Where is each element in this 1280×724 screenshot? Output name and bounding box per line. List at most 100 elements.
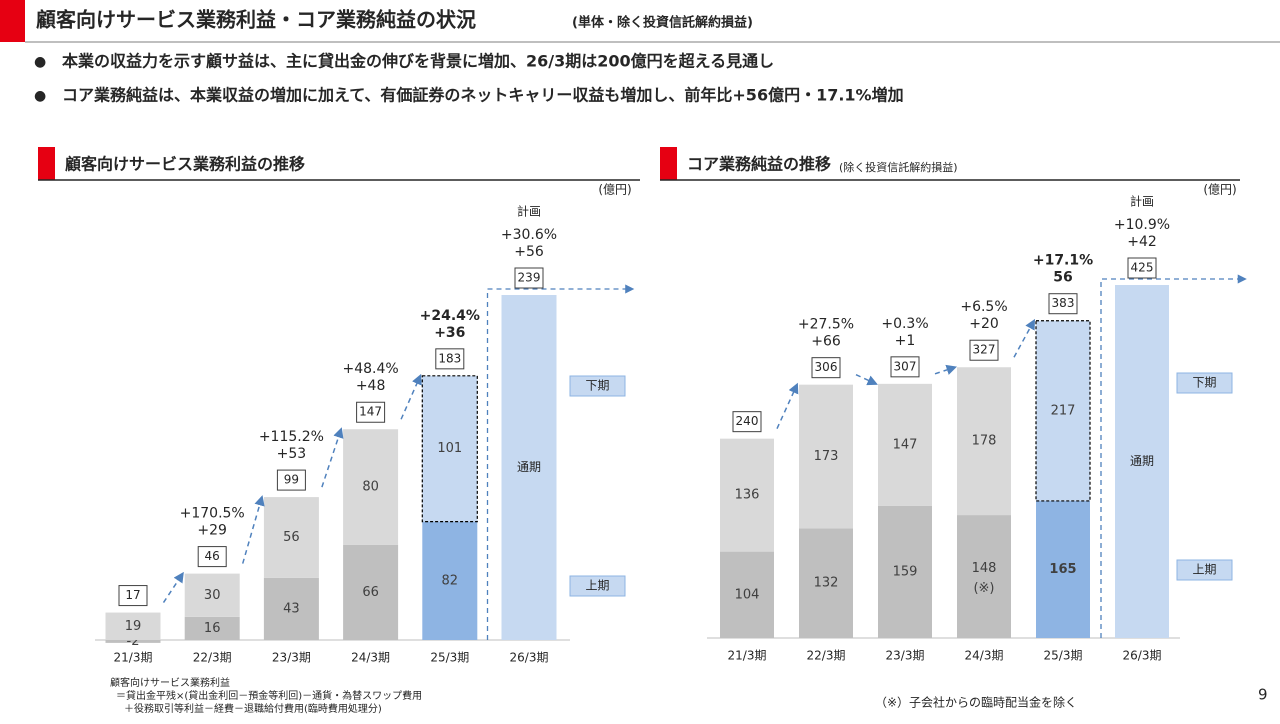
total-label: 46	[205, 549, 220, 563]
segment-label: 16	[204, 621, 221, 636]
total-box	[811, 357, 841, 379]
segment-label: 159	[893, 564, 918, 579]
growth-arrow	[400, 373, 422, 420]
growth-label: +6.5%	[960, 299, 1007, 315]
segment-label: 165	[1049, 562, 1076, 577]
growth-label: +48.4%	[342, 361, 398, 377]
plan-label: 計画	[1130, 194, 1154, 209]
total-box	[276, 469, 306, 491]
segment-label: 178	[972, 434, 997, 449]
legend-box	[1176, 559, 1233, 581]
total-label: 183	[438, 351, 461, 365]
growth-arrow	[321, 427, 344, 488]
growth-arrow	[241, 495, 265, 564]
slide-subtitle: (単体・除く投資信託解約損益)	[572, 15, 753, 31]
bar-segment	[1115, 285, 1169, 638]
x-tick-label: 23/3期	[886, 649, 925, 663]
change-label: +29	[197, 523, 227, 539]
bar-segment	[1036, 500, 1090, 638]
change-label: +42	[1127, 234, 1157, 250]
total-label: 383	[1052, 296, 1075, 310]
growth-label: +30.6%	[501, 227, 557, 243]
total-label: 425	[1131, 261, 1154, 275]
total-box	[732, 411, 762, 433]
bullet: 本業の収益力を示す顧サ益は、主に貸出金の伸びを背景に増加、26/3期は200億円…	[62, 52, 774, 71]
total-box	[1048, 293, 1078, 315]
total-label: 327	[973, 343, 996, 357]
bar-segment	[343, 544, 399, 640]
total-box	[514, 267, 544, 289]
bar-segment	[263, 577, 319, 640]
total-box	[197, 546, 227, 568]
legend-label: 下期	[585, 379, 609, 393]
bar-segment	[105, 612, 161, 640]
growth-label: +17.1%	[1033, 253, 1093, 269]
bar-segment	[957, 515, 1011, 638]
change-label: +53	[277, 446, 307, 462]
segment-label: 101	[437, 441, 462, 456]
bar-label: 通期	[1130, 454, 1154, 468]
total-label: 307	[894, 359, 917, 373]
bar-segment	[957, 367, 1011, 516]
growth-label: +27.5%	[798, 317, 854, 333]
change-label: +36	[434, 325, 465, 341]
x-tick-label: 22/3期	[193, 651, 232, 665]
chart-subtitle: (除く投資信託解約損益)	[839, 160, 958, 174]
footnote: ＋役務取引等利益－経費－退職給付費用(臨時費用処理分)	[124, 702, 382, 715]
x-tick-label: 24/3期	[351, 651, 390, 665]
segment-label: 56	[283, 530, 300, 545]
change-label: +20	[969, 316, 999, 332]
segment-label: 136	[735, 488, 760, 503]
legend-label: 上期	[1192, 563, 1216, 577]
change-label: +56	[514, 244, 544, 260]
segment-label: 217	[1051, 403, 1076, 418]
section-accent	[660, 147, 677, 180]
x-tick-label: 21/3期	[114, 651, 153, 665]
segment-label: 147	[893, 437, 918, 452]
bar-segment	[878, 505, 932, 638]
bar-segment	[1036, 320, 1090, 501]
unit-label: (億円)	[598, 183, 631, 197]
total-label: 99	[284, 473, 299, 487]
segment-label: 173	[814, 449, 839, 464]
segment-label: 82	[442, 573, 459, 588]
x-tick-label: 25/3期	[1044, 649, 1083, 663]
bullet: コア業務純益は、本業収益の増加に加えて、有価証券のネットキャリー収益も増加し、前…	[62, 86, 904, 105]
bar-segment	[422, 375, 478, 522]
segment-label: 43	[283, 601, 300, 616]
x-tick-label: 26/3期	[510, 651, 549, 665]
plan-label: 計画	[517, 204, 541, 219]
section-accent	[38, 147, 55, 180]
bullet-dot: ●	[34, 88, 46, 104]
bar-segment	[501, 295, 557, 640]
chart-title: 顧客向けサービス業務利益の推移	[65, 155, 305, 174]
title-accent	[0, 0, 25, 42]
total-box	[1127, 257, 1157, 279]
x-tick-label: 22/3期	[807, 649, 846, 663]
change-label: +66	[811, 334, 841, 350]
growth-label: +10.9%	[1114, 217, 1170, 233]
total-box	[969, 339, 999, 361]
growth-arrow	[776, 382, 799, 429]
total-box	[890, 356, 920, 378]
bar-segment	[799, 528, 853, 638]
change-label: +1	[895, 333, 916, 349]
change-label: +48	[356, 378, 386, 394]
bar-label: 通期	[517, 460, 541, 474]
growth-label: +24.4%	[420, 308, 480, 324]
growth-arrow	[934, 364, 957, 375]
bar-segment	[263, 497, 319, 578]
growth-arrow	[855, 373, 878, 386]
growth-arrow	[162, 571, 184, 603]
growth-label: +170.5%	[180, 506, 245, 522]
plan-outline	[486, 284, 635, 640]
highlight-box	[1035, 320, 1091, 502]
segment-label: 80	[362, 479, 379, 494]
total-label: 240	[736, 414, 759, 428]
legend-label: 下期	[1192, 376, 1216, 390]
page-number: 9	[1258, 686, 1268, 704]
segment-label: 148	[972, 561, 997, 576]
x-tick-label: 24/3期	[965, 649, 1004, 663]
chart-title: コア業務純益の推移	[687, 155, 831, 174]
